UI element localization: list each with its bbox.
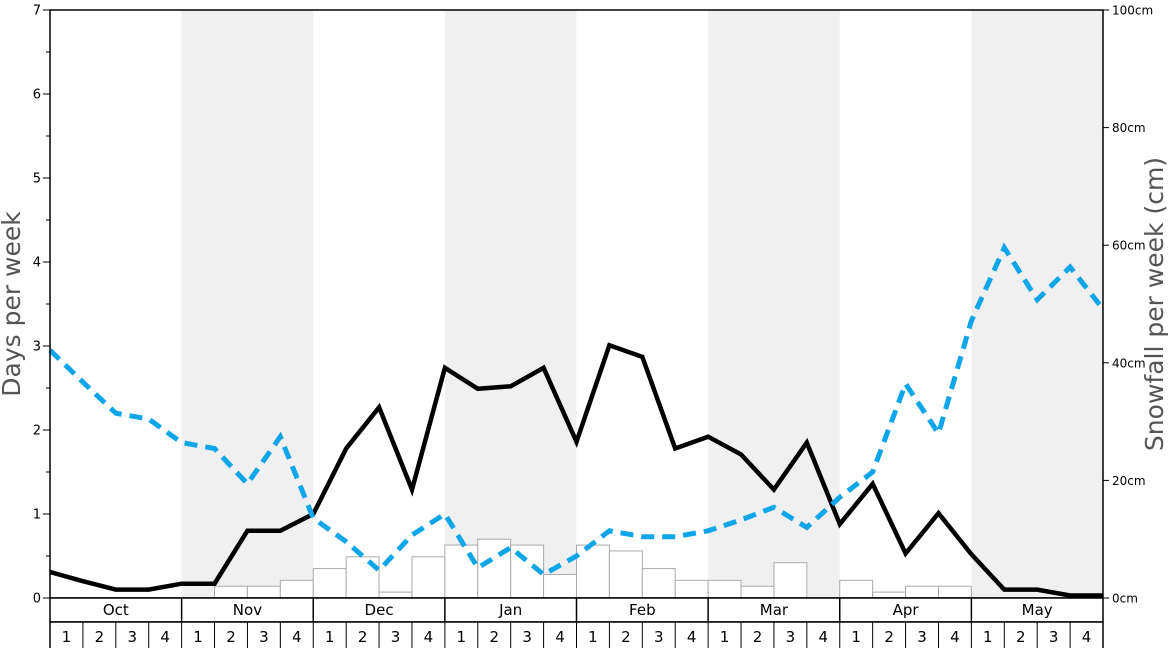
snowfall-bar [773,562,808,599]
week-label: 4 [160,628,170,646]
week-label: 3 [654,628,664,646]
month-shade-nov [181,10,314,598]
snowfall-bar [905,585,939,599]
week-label: 4 [292,628,302,646]
snowfall-bar [214,585,248,599]
right-tick-label: 20cm [1112,474,1146,488]
week-label: 3 [1049,628,1059,646]
snowfall-bar [543,573,577,599]
week-label: 2 [95,628,105,646]
snowfall-bar [937,585,972,599]
month-strip: Oct Nov Dec Jan Feb Mar Apr May [49,597,1104,623]
week-label: 1 [588,628,598,646]
week-label: 4 [819,628,829,646]
week-strip: 1 2 3 4 1 2 3 4 1 2 3 4 1 2 3 4 1 2 3 4 1 2 3 4 1 2 3 4 1 2 3 4 [49,621,1104,648]
right-tick-label: 0cm [1112,592,1138,606]
right-tick-label: 60cm [1112,239,1146,253]
right-axis: 0cm 20cm 40cm 60cm 80cm 100cm [1103,4,1153,606]
snowfall-bar [246,585,281,599]
left-tick-label: 2 [33,424,41,439]
month-label: Apr [893,601,920,619]
month-shade-may [971,10,1103,598]
right-tick-label: 40cm [1112,356,1146,370]
month-label: Jan [498,601,522,619]
snowfall-bar [674,579,709,599]
month-label: Dec [365,601,394,619]
week-label: 3 [259,628,269,646]
snowfall-bar [641,568,676,599]
right-tick-label: 100cm [1112,4,1153,18]
snowfall-bars [214,538,972,599]
snowfall-bar [444,544,479,599]
week-label: 1 [457,628,467,646]
month-label: Oct [103,601,129,619]
left-tick-label: 0 [33,592,41,607]
week-label: 1 [62,628,72,646]
month-shading [181,10,1103,598]
snowfall-bar [839,579,874,599]
snowfall-bar [740,585,775,599]
week-label: 3 [522,628,532,646]
left-tick-label: 3 [33,340,41,355]
week-label: 4 [555,628,565,646]
snowfall-bar [872,591,907,599]
left-axis-title: Days per week [0,211,26,397]
snowfall-bar [378,591,413,599]
snowfall-bar [707,579,742,599]
left-tick-label: 5 [33,172,41,187]
week-label: 1 [325,628,335,646]
week-label: 3 [786,628,796,646]
left-axis: 0 1 2 3 4 5 6 7 [33,4,50,607]
left-tick-label: 4 [33,256,41,271]
solid-line-series [49,342,1103,598]
month-label: May [1022,601,1053,619]
week-label: 2 [226,628,236,646]
week-label: 2 [358,628,368,646]
left-tick-label: 1 [33,508,41,523]
right-axis-title: Snowfall per week (cm) [1140,157,1168,451]
week-label: 2 [753,628,763,646]
week-label: 2 [489,628,499,646]
week-label: 4 [687,628,697,646]
snowfall-bar [608,550,643,599]
week-label: 1 [193,628,203,646]
week-label: 1 [983,628,993,646]
week-label: 3 [391,628,401,646]
month-shade-mar [708,10,840,598]
month-label: Nov [233,601,262,619]
week-label: 4 [950,628,960,646]
left-tick-label: 7 [33,4,41,19]
snowfall-bar [279,579,314,599]
snowfall-bar [576,544,610,599]
week-label: 3 [917,628,927,646]
month-label: Mar [760,601,789,619]
week-label: 4 [1082,628,1092,646]
month-label: Feb [629,601,656,619]
right-tick-label: 80cm [1112,121,1146,135]
snowfall-bar [411,556,446,599]
week-label: 3 [127,628,137,646]
dashed-line-series [48,242,1105,578]
week-label: 2 [884,628,894,646]
month-shade-jan [444,10,577,598]
week-label: 2 [1016,628,1026,646]
week-label: 4 [424,628,434,646]
week-label: 1 [720,628,730,646]
week-label: 2 [621,628,631,646]
week-label: 1 [851,628,861,646]
day-lines [48,242,1105,598]
snowfall-bar [312,568,347,599]
left-tick-label: 6 [33,88,41,103]
